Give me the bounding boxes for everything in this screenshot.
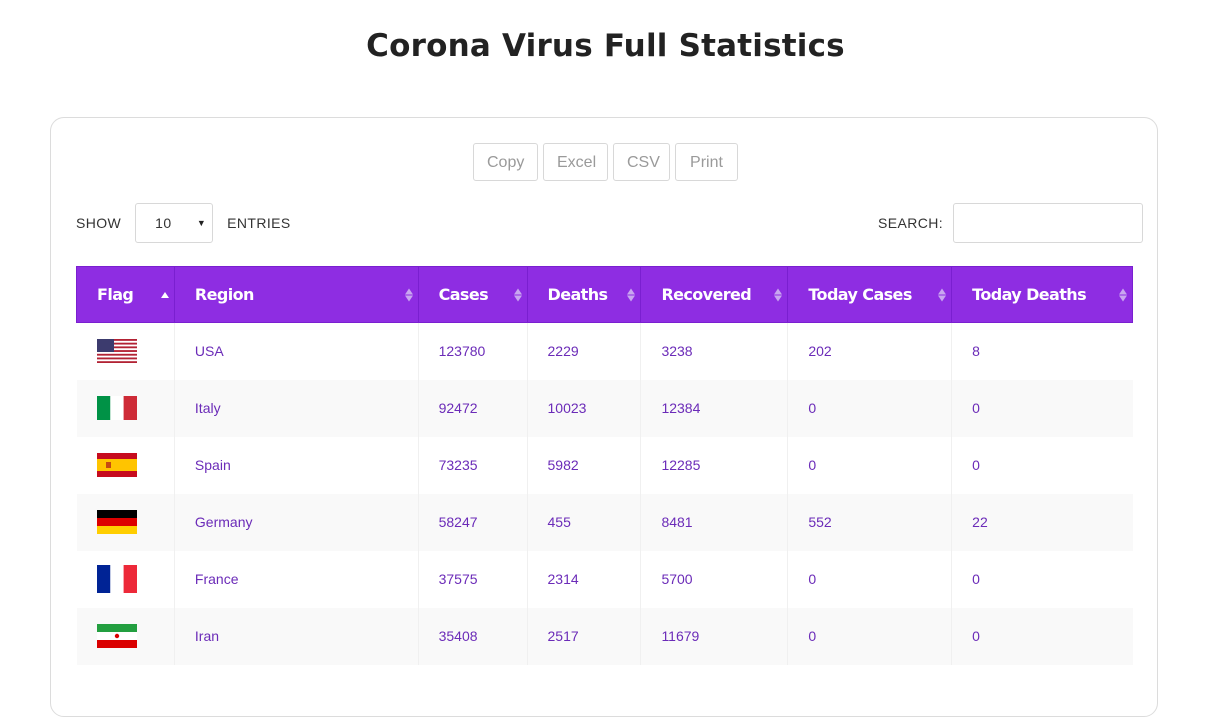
sort-icon xyxy=(513,287,523,302)
cases-cell: 123780 xyxy=(418,322,528,380)
spain-flag-icon xyxy=(96,453,137,477)
today-deaths-cell: 22 xyxy=(951,493,1133,551)
page-title: Corona Virus Full Statistics xyxy=(366,28,845,64)
today-deaths-cell: 8 xyxy=(972,343,980,360)
excel-button[interactable]: Excel xyxy=(543,143,608,181)
column-header-flag-label: Flag xyxy=(97,285,134,304)
today-cases-cell: 202 xyxy=(787,322,953,380)
germany-flag-icon xyxy=(96,510,137,534)
column-header-deaths-label: Deaths xyxy=(547,285,609,304)
cases-cell: 92472 xyxy=(418,379,528,437)
column-header-today-deaths-label: Today Deaths xyxy=(972,285,1087,304)
flag-cell xyxy=(76,379,175,437)
usa-flag-icon xyxy=(96,339,137,364)
column-header-cases-label: Cases xyxy=(438,285,489,304)
column-header-cases[interactable]: Cases xyxy=(417,266,528,323)
print-button[interactable]: Print xyxy=(675,143,738,181)
recovered-cell: 11679 xyxy=(640,607,789,665)
recovered-cell: 3238 xyxy=(640,322,789,380)
sort-icon xyxy=(1118,287,1128,302)
today-deaths-cell: 0 xyxy=(951,379,1133,437)
csv-button[interactable]: CSV xyxy=(613,143,670,181)
entries-length-control: SHOW 10 ▼ ENTRIES xyxy=(76,203,291,243)
deaths-cell: 2314 xyxy=(527,550,642,608)
stats-table: Flag Region Cases Deaths Recovered Today… xyxy=(76,266,1133,665)
column-header-flag[interactable]: Flag xyxy=(76,266,175,323)
sort-icon xyxy=(773,287,783,302)
today-deaths-cell: 0 xyxy=(951,607,1133,665)
deaths-cell: 2517 xyxy=(527,607,642,665)
table-row: Italy 92472 10023 12384 0 0 xyxy=(76,379,1133,437)
today-deaths-cell: 0 xyxy=(972,571,980,587)
region-cell: Germany xyxy=(174,493,419,551)
table-row: Iran 35408 2517 11679 0 0 xyxy=(76,607,1133,665)
today-cases-cell: 0 xyxy=(787,379,953,437)
search-label: SEARCH: xyxy=(878,215,944,231)
iran-flag-icon xyxy=(96,624,137,648)
entries-label: ENTRIES xyxy=(227,215,291,231)
region-cell: Iran xyxy=(174,607,419,665)
table-row: France 37575 2314 5700 0 0 xyxy=(76,550,1133,608)
entries-select[interactable]: 10 ▼ xyxy=(135,203,214,243)
column-header-deaths[interactable]: Deaths xyxy=(526,266,642,323)
table-row: USA 123780 2229 3238 202 8 xyxy=(76,322,1133,380)
flag-cell xyxy=(76,436,175,494)
france-flag-icon xyxy=(96,565,137,593)
today-cases-cell: 552 xyxy=(787,493,953,551)
today-cases-cell: 0 xyxy=(787,550,953,608)
region-cell: France xyxy=(174,550,419,608)
deaths-cell: 5982 xyxy=(527,436,642,494)
recovered-cell: 12285 xyxy=(640,436,789,494)
today-cases-cell: 0 xyxy=(787,436,953,494)
column-header-region-label: Region xyxy=(194,285,255,304)
flag-cell xyxy=(76,607,175,665)
flag-cell xyxy=(76,550,175,608)
deaths-cell: 10023 xyxy=(527,379,642,437)
entries-select-value: 10 xyxy=(155,215,172,231)
italy-flag-icon xyxy=(96,396,137,420)
table-row: Germany 58247 455 8481 552 22 xyxy=(76,493,1133,551)
column-header-today-deaths[interactable]: Today Deaths xyxy=(951,266,1133,323)
column-header-today-cases-label: Today Cases xyxy=(808,285,912,304)
recovered-cell: 8481 xyxy=(640,493,789,551)
sort-icon xyxy=(626,287,636,302)
show-label: SHOW xyxy=(76,215,122,231)
copy-button[interactable]: Copy xyxy=(473,143,538,181)
flag-cell xyxy=(76,493,175,551)
region-cell: USA xyxy=(174,322,419,380)
cases-cell: 73235 xyxy=(418,436,528,494)
search-control: SEARCH: xyxy=(878,203,1144,243)
export-buttons: Copy Excel CSV Print xyxy=(0,143,1211,181)
column-header-recovered[interactable]: Recovered xyxy=(640,266,789,323)
table-row: Spain 73235 5982 12285 0 0 xyxy=(76,436,1133,494)
region-cell: Italy xyxy=(174,379,419,437)
sort-ascending-icon xyxy=(160,291,170,299)
deaths-cell: 2229 xyxy=(527,322,642,380)
cases-cell: 58247 xyxy=(418,493,528,551)
search-input[interactable] xyxy=(953,203,1144,243)
today-cases-cell: 0 xyxy=(787,607,953,665)
sort-icon xyxy=(404,287,414,302)
column-header-recovered-label: Recovered xyxy=(661,285,752,304)
table-header-row: Flag Region Cases Deaths Recovered Today… xyxy=(76,266,1133,323)
today-deaths-cell: 0 xyxy=(972,457,980,473)
column-header-today-cases[interactable]: Today Cases xyxy=(787,266,953,323)
sort-icon xyxy=(937,287,947,302)
cases-cell: 35408 xyxy=(418,607,528,665)
region-cell: Spain xyxy=(174,436,419,494)
column-header-region[interactable]: Region xyxy=(173,266,419,323)
recovered-cell: 5700 xyxy=(640,550,789,608)
recovered-cell: 12384 xyxy=(640,379,789,437)
deaths-cell: 455 xyxy=(527,493,642,551)
flag-cell xyxy=(76,322,175,380)
cases-cell: 37575 xyxy=(418,550,528,608)
chevron-down-icon: ▼ xyxy=(196,218,207,228)
